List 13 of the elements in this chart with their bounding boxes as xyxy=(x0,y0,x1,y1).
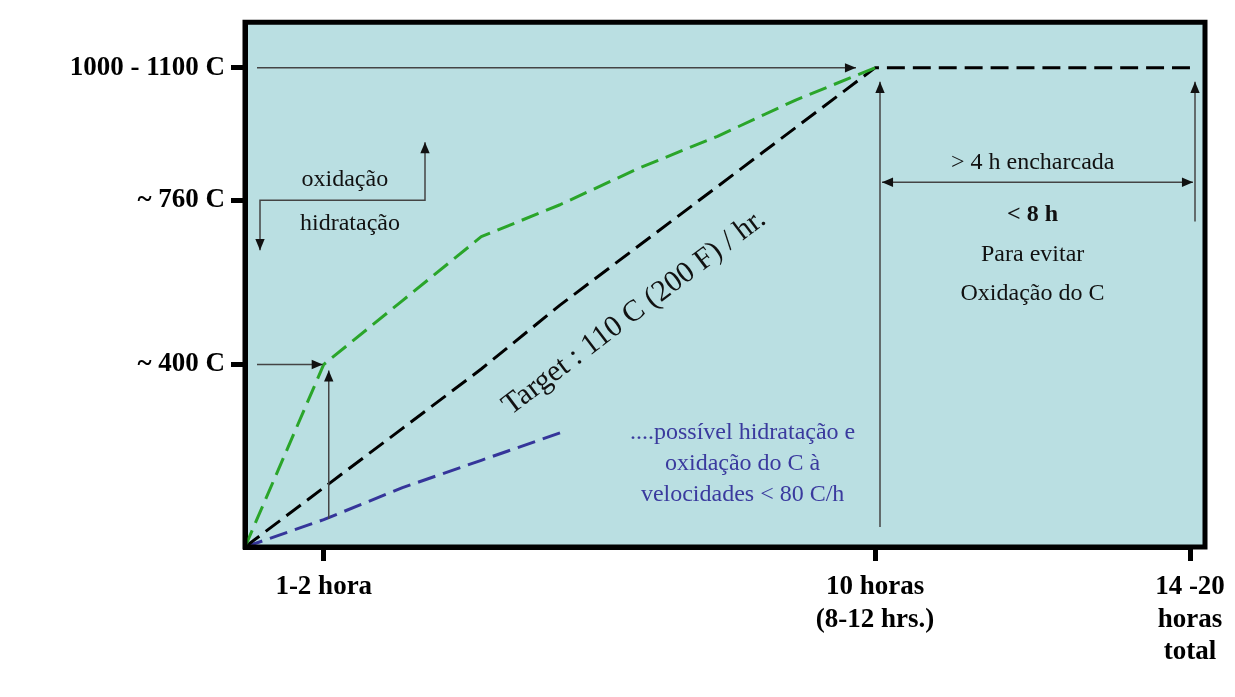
annotation: > 4 h encharcada xyxy=(951,146,1115,176)
annotation: < 8 h xyxy=(1007,199,1059,229)
annotation: oxidação xyxy=(301,163,389,193)
x-tick-label: 1-2 hora xyxy=(275,570,373,601)
y-tick-label: ~ 400 C xyxy=(137,347,225,378)
annotation: Para evitar xyxy=(981,238,1085,268)
x-tick-label: 10 horas (8-12 hrs.) xyxy=(815,570,935,633)
annotation: Oxidação do C xyxy=(960,277,1105,307)
x-tick-label: 14 -20 horas total xyxy=(1155,570,1225,665)
annotation: hidratação xyxy=(300,207,400,237)
y-tick-label: ~ 760 C xyxy=(137,183,225,214)
y-tick-label: 1000 - 1100 C xyxy=(69,50,225,81)
annotation: ....possível hidratação e oxidação do C à velocidades < 80 C/h xyxy=(630,417,856,509)
